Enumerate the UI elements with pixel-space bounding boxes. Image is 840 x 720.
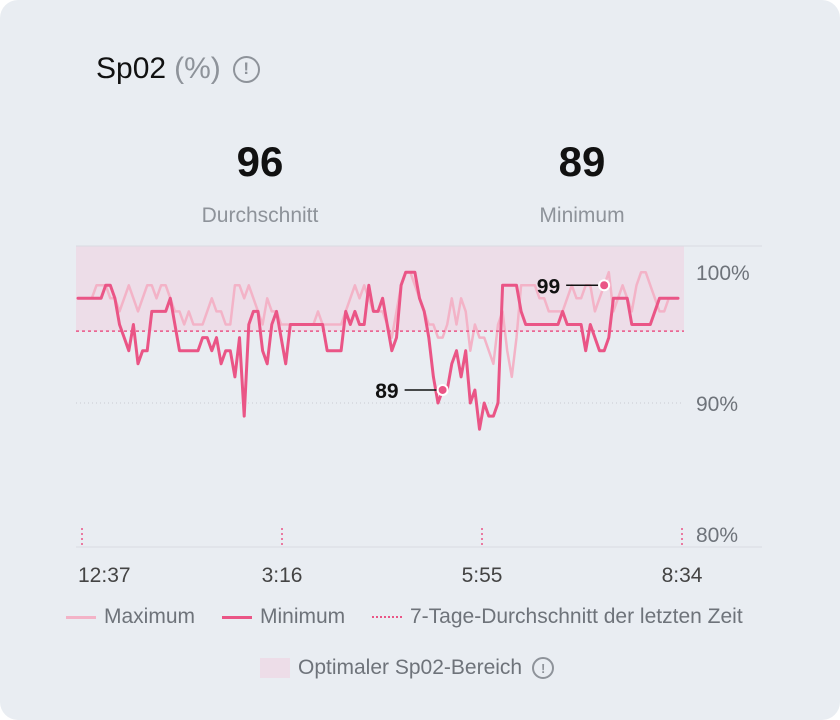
stat-average: 96 Durchschnitt [130, 138, 390, 228]
legend-item-maximum: Maximum [66, 605, 195, 629]
y-tick-label: 90% [696, 393, 738, 416]
optimal-range-band [76, 246, 684, 332]
annotation-dot [598, 279, 611, 292]
legend-label-range: Optimaler Sp02-Bereich [298, 656, 523, 679]
y-tick-label: 100% [696, 262, 750, 285]
legend-label-minimum: Minimum [260, 605, 346, 628]
card-title: Sp02 (%) ! [96, 52, 260, 86]
legend-label-maximum: Maximum [104, 605, 196, 628]
x-tick-label: 8:34 [662, 564, 703, 587]
stat-minimum-value: 89 [558, 138, 606, 185]
info-icon[interactable]: ! [232, 55, 260, 83]
title-text: Sp02 [96, 52, 167, 85]
series-line-minimum [76, 270, 680, 431]
annotation-label: 99 [537, 275, 560, 298]
range-info-icon[interactable]: ! [532, 657, 555, 679]
title-unit: (%) [174, 52, 221, 85]
y-tick-label: 80% [696, 524, 738, 547]
x-tick-label: 3:16 [262, 564, 303, 587]
x-tick-label: 5:55 [462, 564, 503, 587]
legend-swatch-average [372, 616, 402, 618]
legend-swatch-range [260, 658, 290, 678]
legend-item-minimum: Minimum [222, 605, 345, 629]
annotation-dot [436, 383, 449, 396]
annotation-label: 89 [375, 380, 398, 403]
stat-average-value: 96 [236, 138, 284, 185]
legend-item-range: Optimaler Sp02-Bereich ! [260, 656, 555, 680]
x-tick-label: 12:37 [78, 564, 131, 587]
stat-minimum: 89 Minimum [452, 138, 712, 228]
legend-swatch-minimum [222, 615, 252, 619]
legend-swatch-maximum [66, 615, 96, 619]
stat-average-label: Durchschnitt [201, 204, 319, 227]
legend-item-average: 7-Tage-Durchschnitt der letzten Zeit [372, 605, 743, 629]
legend-label-average: 7-Tage-Durchschnitt der letzten Zeit [410, 605, 743, 628]
stat-minimum-label: Minimum [539, 204, 625, 227]
